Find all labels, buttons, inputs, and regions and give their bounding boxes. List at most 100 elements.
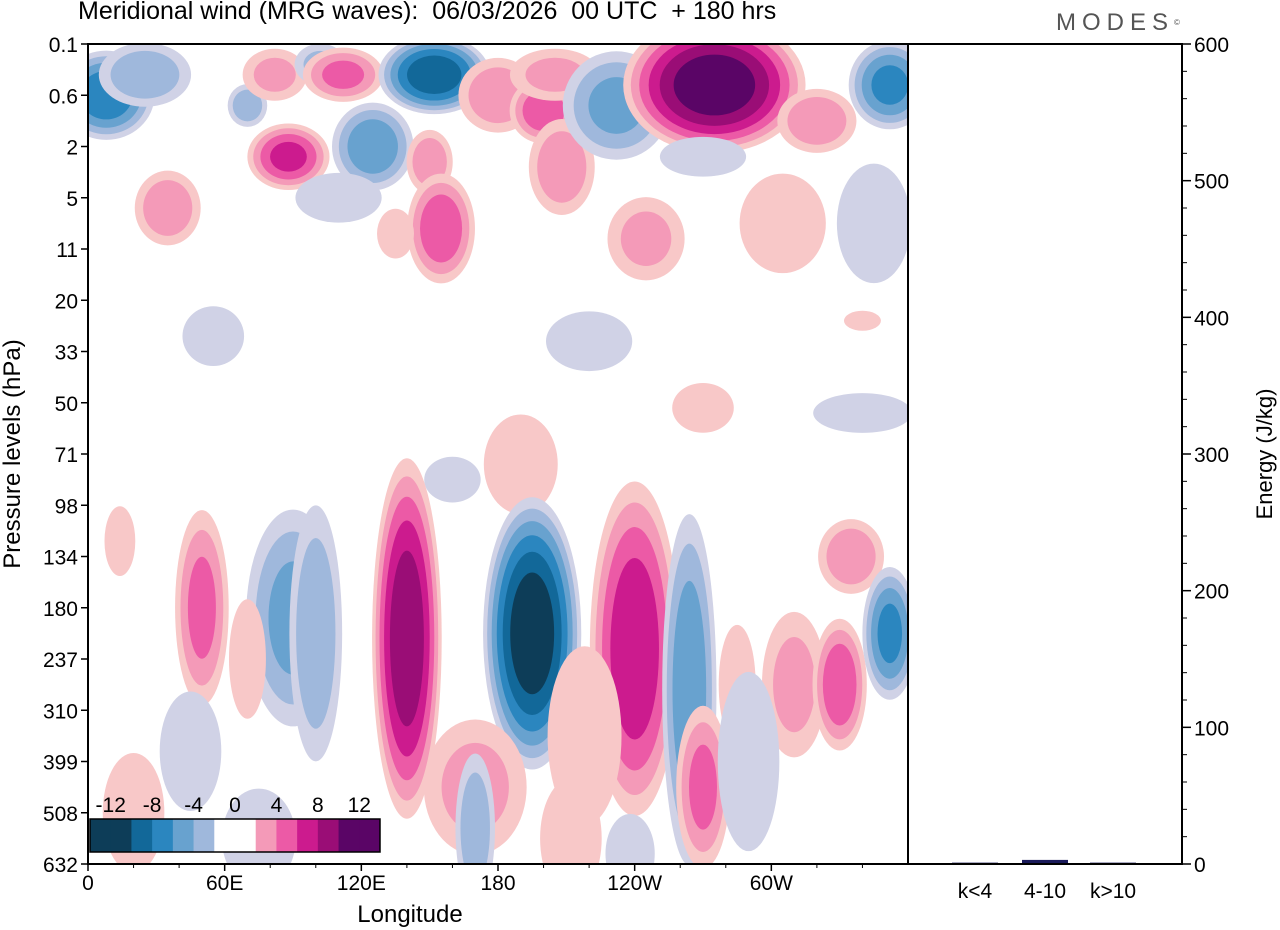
energy-y-tick-label: 300 bbox=[1194, 444, 1229, 467]
contour-band bbox=[510, 572, 555, 695]
y-tick-label: 2 bbox=[66, 137, 78, 160]
colorbar-frame bbox=[89, 818, 381, 853]
contour-band bbox=[836, 163, 908, 284]
y-tick-label: 33 bbox=[55, 342, 78, 365]
energy-bars: k<4 4-10 k>10 bbox=[952, 859, 1136, 903]
heatmap-feature bbox=[676, 705, 730, 864]
contour-band bbox=[389, 550, 424, 727]
contour-band bbox=[877, 603, 903, 664]
x-tick-label: 60E bbox=[206, 872, 243, 895]
heatmap-feature bbox=[672, 382, 734, 433]
contour-band bbox=[110, 50, 180, 99]
contour-band bbox=[813, 393, 908, 433]
heatmap-feature bbox=[159, 691, 222, 812]
heatmap-feature bbox=[848, 44, 908, 130]
y-tick-label: 180 bbox=[43, 598, 78, 621]
y-tick-label: 399 bbox=[43, 752, 78, 775]
contour-band bbox=[182, 306, 245, 367]
colorbar-swatch bbox=[214, 819, 236, 852]
contour-band bbox=[295, 172, 382, 223]
heatmap-feature bbox=[812, 618, 867, 751]
colorbar-label: -4 bbox=[184, 794, 203, 817]
colorbar-label: 12 bbox=[348, 794, 371, 817]
y-axis-label: Pressure levels (hPa) bbox=[0, 339, 26, 568]
y-tick-label: 134 bbox=[43, 547, 78, 570]
colorbar-swatch bbox=[235, 819, 257, 852]
y-tick-label: 237 bbox=[43, 649, 78, 672]
heatmap-feature bbox=[777, 88, 857, 153]
y-tick-label: 20 bbox=[55, 290, 78, 313]
heatmap-feature bbox=[605, 813, 655, 864]
contour-band bbox=[104, 506, 136, 576]
contour-band bbox=[673, 54, 756, 116]
heatmap-feature bbox=[104, 506, 136, 576]
colorbar-swatch bbox=[338, 819, 360, 852]
y-tick-label: 11 bbox=[56, 239, 78, 262]
energy-y-tick-label: 100 bbox=[1194, 717, 1229, 740]
heatmap-feature bbox=[739, 173, 826, 274]
heatmap-feature bbox=[540, 778, 602, 864]
heatmap-feature bbox=[242, 48, 307, 101]
contour-band bbox=[822, 643, 857, 726]
energy-category-label: 4-10 bbox=[1024, 880, 1066, 903]
heatmap-feature bbox=[372, 458, 442, 819]
contour-band bbox=[605, 813, 655, 864]
colorbar-swatch bbox=[131, 819, 153, 852]
energy-y-tick-label: 600 bbox=[1194, 34, 1229, 57]
energy-category-label: k<4 bbox=[958, 880, 993, 903]
heatmap-feature bbox=[843, 310, 881, 331]
heatmap-feature bbox=[289, 505, 343, 762]
colorbar-label: 4 bbox=[271, 794, 283, 817]
contour-band bbox=[322, 60, 365, 89]
contour-band bbox=[537, 131, 587, 203]
contour-band bbox=[787, 97, 847, 145]
x-tick-label: 0 bbox=[82, 872, 94, 895]
colorbar-label: 0 bbox=[229, 794, 241, 817]
contour-band bbox=[659, 136, 747, 177]
contour-band bbox=[420, 194, 463, 263]
y-tick-label: 0.6 bbox=[49, 85, 78, 108]
x-tick-label: 60W bbox=[750, 872, 793, 895]
contour-band bbox=[843, 310, 881, 331]
contour-band bbox=[688, 744, 718, 830]
heatmap-feature bbox=[175, 510, 229, 706]
heatmap-feature bbox=[424, 456, 481, 503]
y-tick-label: 71 bbox=[55, 444, 78, 467]
energy-y-tick-label: 200 bbox=[1194, 581, 1229, 604]
colorbar-swatch bbox=[359, 819, 381, 852]
heatmap-feature bbox=[836, 163, 908, 284]
contour-band bbox=[773, 636, 816, 733]
heatmap-feature bbox=[228, 599, 266, 719]
page-title: Meridional wind (MRG waves): 06/03/2026 … bbox=[78, 0, 777, 25]
heatmap-feature bbox=[332, 102, 414, 191]
heatmap-feature bbox=[761, 611, 827, 758]
brand-mark: © bbox=[1174, 18, 1180, 27]
x-tick-label: 180 bbox=[480, 872, 515, 895]
colorbar-swatch bbox=[110, 819, 132, 852]
energy-frame bbox=[907, 43, 1183, 865]
x-axis-label: Longitude bbox=[357, 901, 462, 928]
colorbar-swatch bbox=[255, 819, 277, 852]
axes: 0.1 0.6 2 5 11 20 33 50 71 98 134 180 237 310 399 508 63… bbox=[0, 34, 1277, 928]
energy-y-tick-label: 500 bbox=[1194, 171, 1229, 194]
y-tick-label: 508 bbox=[43, 803, 78, 826]
y-tick-label: 98 bbox=[55, 495, 78, 518]
heatmap-feature bbox=[182, 306, 245, 367]
heatmap-feature bbox=[247, 123, 330, 190]
y-tick-label: 632 bbox=[43, 854, 78, 877]
heatmap-feature bbox=[483, 414, 558, 515]
contour-band bbox=[620, 211, 672, 266]
heatmap-feature bbox=[98, 44, 192, 107]
heatmap-feature bbox=[607, 197, 685, 281]
x-tick-label: 120W bbox=[607, 872, 662, 895]
colorbar-swatch bbox=[152, 819, 174, 852]
y-tick-label: 50 bbox=[55, 393, 78, 416]
heatmap-feature bbox=[455, 753, 495, 864]
colorbar-label: -8 bbox=[143, 794, 162, 817]
colorbar-swatch bbox=[297, 819, 319, 852]
heatmap-feature bbox=[717, 671, 780, 852]
contour-band bbox=[826, 528, 876, 585]
heatmap-feature bbox=[377, 208, 414, 259]
contour-band bbox=[228, 599, 266, 719]
contour-band bbox=[377, 208, 414, 259]
